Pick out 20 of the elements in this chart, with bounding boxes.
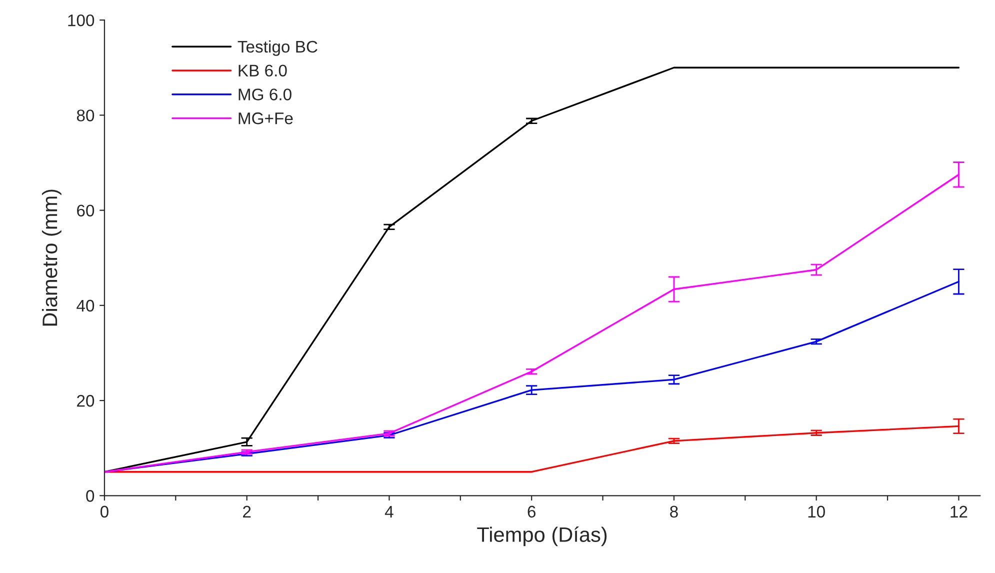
x-axis-title: Tiempo (Días) bbox=[477, 526, 607, 546]
legend-label: MG+Fe bbox=[238, 112, 293, 124]
y-tick-label: 60 bbox=[77, 204, 94, 216]
legend-label: KB 6.0 bbox=[238, 64, 287, 76]
y-axis-title: Diametro (mm) bbox=[42, 190, 62, 326]
y-tick-label: 20 bbox=[77, 394, 94, 407]
x-tick-label: 10 bbox=[808, 506, 825, 518]
y-tick-label: 40 bbox=[76, 300, 94, 312]
y-tick-label: 0 bbox=[86, 490, 94, 502]
y-tick-label: 80 bbox=[76, 110, 94, 122]
x-tick-label: 8 bbox=[670, 506, 678, 518]
x-tick-label: 12 bbox=[950, 506, 968, 518]
x-tick-label: 4 bbox=[384, 506, 394, 518]
legend-label: Testigo BC bbox=[238, 40, 318, 56]
legend-label: MG 6.0 bbox=[238, 88, 292, 100]
y-tick-label: 100 bbox=[68, 14, 94, 26]
x-tick-label: 2 bbox=[243, 506, 251, 518]
x-tick-label: 6 bbox=[528, 506, 536, 518]
line-series bbox=[104, 66, 960, 473]
x-tick-label: 0 bbox=[100, 506, 108, 518]
